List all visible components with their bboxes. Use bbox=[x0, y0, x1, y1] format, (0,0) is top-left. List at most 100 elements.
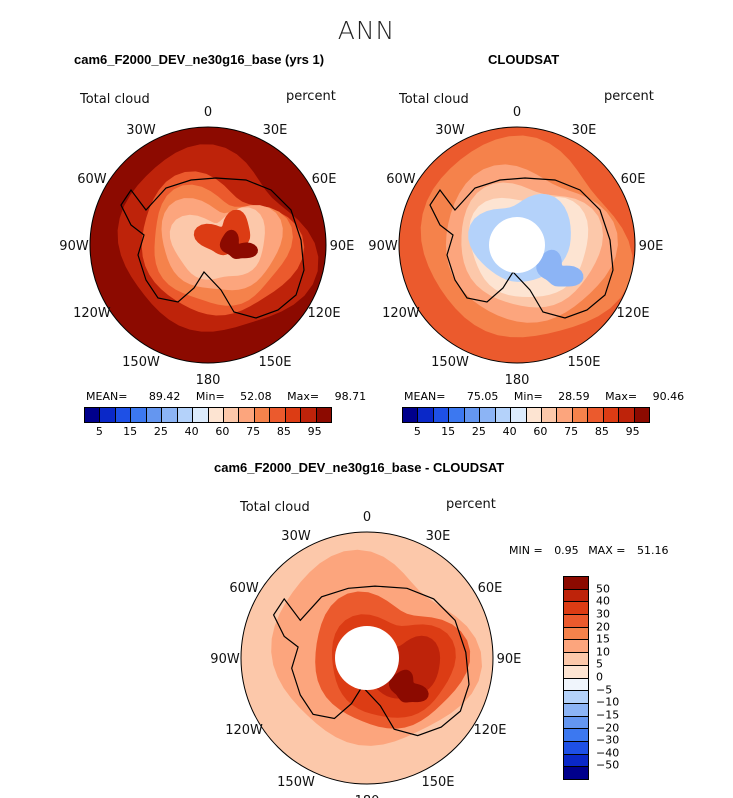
coastline bbox=[429, 177, 614, 319]
panel1-colorbar bbox=[84, 407, 332, 423]
panel1-max-value: 98.71 bbox=[334, 390, 367, 403]
colorbar-swatch bbox=[449, 408, 465, 422]
colorbar-swatch bbox=[85, 408, 101, 422]
figure-suptitle: ANN bbox=[337, 16, 396, 45]
panel3-title: cam6_F2000_DEV_ne30g16_base - CLOUDSAT bbox=[214, 460, 505, 475]
colorbar-swatch bbox=[564, 602, 588, 616]
longitude-label: 60E bbox=[621, 172, 646, 187]
longitude-label: 90W bbox=[368, 239, 398, 254]
panel2-max-label: Max= bbox=[605, 390, 638, 403]
colorbar-swatch bbox=[541, 408, 558, 422]
colorbar-swatch bbox=[100, 408, 116, 422]
panel2-units-label: percent bbox=[604, 89, 654, 104]
longitude-label: 90W bbox=[59, 239, 89, 254]
colorbar-tick-label: 40 bbox=[502, 425, 517, 438]
panel2-min-value: 28.59 bbox=[558, 390, 590, 403]
colorbar-swatch bbox=[285, 408, 302, 422]
colorbar-swatch bbox=[146, 408, 163, 422]
panel1-mean-label: MEAN= bbox=[86, 390, 128, 403]
colorbar-tick-label: 95 bbox=[307, 425, 322, 438]
longitude-label: 120E bbox=[473, 723, 506, 738]
longitude-label: 30W bbox=[126, 123, 156, 138]
colorbar-tick-label: 60 bbox=[215, 425, 230, 438]
longitude-label: 120W bbox=[382, 306, 420, 321]
panel1-units-label: percent bbox=[286, 89, 336, 104]
longitude-label: 120E bbox=[308, 306, 341, 321]
colorbar-swatch bbox=[564, 741, 588, 755]
contour-region bbox=[219, 229, 258, 259]
colorbar-tick-label: −30 bbox=[596, 733, 620, 747]
colorbar-swatch bbox=[572, 408, 589, 422]
longitude-label: 90E bbox=[639, 239, 664, 254]
contour-region bbox=[536, 249, 584, 287]
panel2-title: CLOUDSAT bbox=[488, 52, 560, 67]
colorbar-tick-label: −50 bbox=[596, 758, 620, 772]
longitude-label: 180 bbox=[505, 373, 530, 388]
polar-map-panel-2: 0 30E 60E 90E 120E 150E 180 150W 120W 90W 60W 30W bbox=[368, 105, 663, 388]
colorbar-tick-label: 30 bbox=[596, 607, 610, 621]
longitude-label: 150W bbox=[431, 355, 469, 370]
polar-map-panel-1: 0 30E 60E 90E 120E 150E 180 150W 120W 90W 60W 30W bbox=[59, 105, 354, 388]
panel2-colorbar bbox=[402, 407, 650, 423]
longitude-label: 120W bbox=[225, 723, 263, 738]
panel2-min-label: Min= bbox=[513, 390, 543, 403]
colorbar-swatch bbox=[564, 665, 588, 679]
longitude-label: 90E bbox=[330, 239, 355, 254]
longitude-label: 120E bbox=[617, 306, 650, 321]
colorbar-tick-label: 25 bbox=[471, 425, 486, 438]
panel3-min-value: 0.95 bbox=[554, 544, 579, 557]
longitude-label: 30W bbox=[435, 123, 465, 138]
map-boundary bbox=[240, 531, 494, 785]
panel3-colorbar bbox=[563, 576, 589, 780]
colorbar-swatch bbox=[564, 754, 588, 768]
longitude-label: 60W bbox=[77, 172, 107, 187]
colorbar-swatch bbox=[564, 691, 588, 704]
no-data-hole bbox=[335, 626, 399, 690]
panel3-max-value: 51.16 bbox=[636, 544, 669, 557]
colorbar-tick-label: 40 bbox=[184, 425, 199, 438]
longitude-label: 30E bbox=[572, 123, 597, 138]
colorbar-tick-label: 15 bbox=[123, 425, 138, 438]
colorbar-tick-label: 15 bbox=[596, 632, 610, 646]
colorbar-swatch bbox=[588, 408, 604, 422]
colorbar-swatch bbox=[564, 767, 588, 779]
longitude-label: 60W bbox=[229, 581, 259, 596]
colorbar-swatch bbox=[564, 640, 588, 654]
colorbar-swatch bbox=[115, 408, 132, 422]
colorbar-tick-label: 40 bbox=[596, 594, 610, 608]
panel2-mean-label: MEAN= bbox=[404, 390, 446, 403]
colorbar-swatch bbox=[557, 408, 573, 422]
colorbar-tick-label: 5 bbox=[596, 657, 603, 671]
colorbar-swatch bbox=[564, 729, 588, 742]
longitude-label: 0 bbox=[513, 105, 521, 120]
colorbar-swatch bbox=[270, 408, 286, 422]
colorbar-tick-label: −10 bbox=[596, 695, 620, 709]
panel3-min-label: MIN = bbox=[509, 544, 543, 557]
colorbar-tick-label: 5 bbox=[95, 425, 103, 438]
panel3-field-label: Total cloud bbox=[240, 500, 310, 515]
colorbar-swatch bbox=[177, 408, 194, 422]
panel2-mean-value: 75.05 bbox=[466, 390, 499, 403]
colorbar-tick-label: 20 bbox=[596, 620, 610, 633]
colorbar-swatch bbox=[564, 716, 588, 730]
longitude-label: 120W bbox=[73, 306, 111, 321]
colorbar-swatch bbox=[162, 408, 178, 422]
colorbar-swatch bbox=[564, 653, 588, 666]
colorbar-swatch bbox=[564, 627, 588, 641]
colorbar-swatch bbox=[239, 408, 255, 422]
colorbar-tick-label: 0 bbox=[596, 670, 603, 684]
panel1-mean-value: 89.42 bbox=[148, 390, 181, 403]
colorbar-tick-label: −5 bbox=[596, 683, 613, 697]
longitude-label: 150E bbox=[258, 355, 291, 370]
longitude-label: 60W bbox=[386, 172, 416, 187]
colorbar-swatch bbox=[634, 408, 649, 422]
colorbar-tick-label: −20 bbox=[596, 721, 620, 734]
colorbar-swatch bbox=[526, 408, 542, 422]
map-boundary bbox=[398, 126, 636, 364]
colorbar-tick-label: 95 bbox=[625, 425, 640, 438]
colorbar-swatch bbox=[208, 408, 224, 422]
panel2-stats: MEAN= 75.05 Min= 28.59 Max= 90.46 bbox=[404, 390, 684, 403]
colorbar-tick-label: 60 bbox=[533, 425, 548, 438]
panel3-max-label: MAX = bbox=[588, 544, 626, 557]
